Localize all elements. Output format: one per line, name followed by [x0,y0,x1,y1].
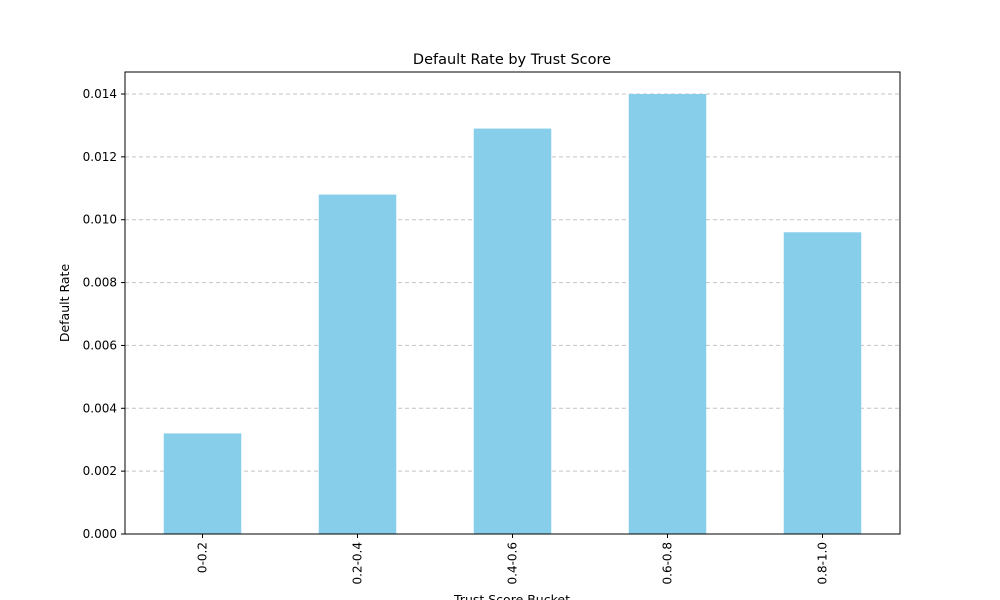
bar [783,232,862,535]
bars [163,94,862,535]
y-tick-label: 0.006 [83,338,117,352]
x-tick-label: 0.2-0.4 [351,542,365,585]
y-tick-label: 0.014 [83,87,117,101]
bar [628,94,707,534]
x-tick-label: 0.4-0.6 [506,542,520,585]
bar [163,433,242,534]
y-tick-label: 0.000 [83,527,117,541]
y-tick-label: 0.002 [83,464,117,478]
chart-title: Default Rate by Trust Score [413,52,611,68]
x-tick-label: 0.8-1.0 [816,542,830,585]
y-tick-label: 0.010 [83,213,117,227]
x-tick-label: 0-0.2 [196,542,210,573]
y-tick-label: 0.008 [83,276,117,290]
x-tick-label: 0.6-0.8 [661,542,675,585]
y-tick-label: 0.012 [83,150,117,164]
y-tick-label: 0.004 [83,401,117,415]
bar [473,128,552,535]
y-axis-label: Default Rate [57,264,72,343]
y-axis-ticks: 0.000 0.002 0.004 0.006 0.008 0.010 0.012 0.014 [83,87,125,541]
bar [318,194,397,535]
x-axis-ticks: 0-0.2 0.2-0.4 0.4-0.6 0.6-0.8 0.8-1.0 [196,534,830,585]
x-axis-label: Trust Score Bucket [453,592,570,600]
